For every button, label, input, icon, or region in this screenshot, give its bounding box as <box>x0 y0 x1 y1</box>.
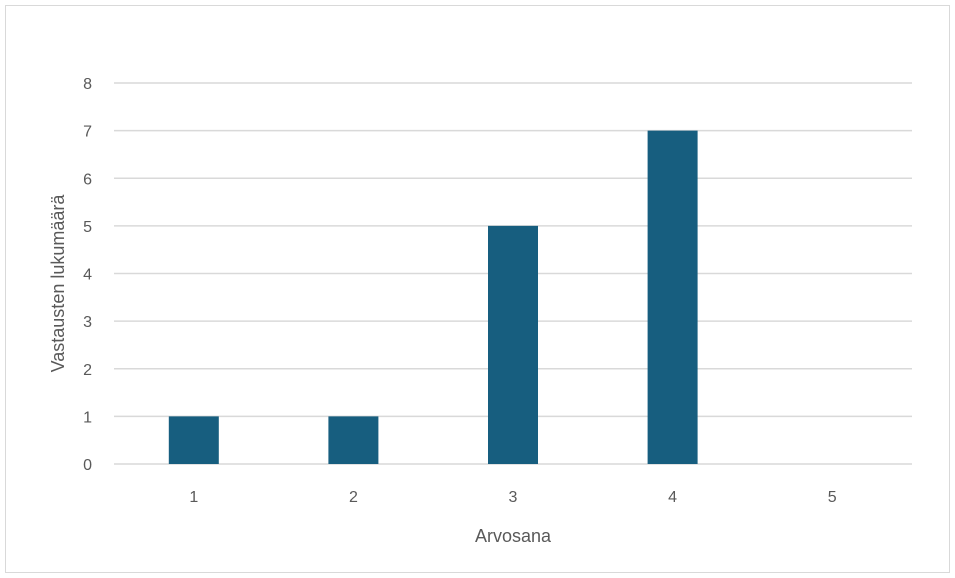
bar-2 <box>328 416 379 464</box>
y-tick-label: 5 <box>83 219 92 236</box>
y-tick-label: 7 <box>83 124 92 141</box>
y-tick-label: 2 <box>83 362 92 379</box>
x-tick-label: 4 <box>668 489 677 506</box>
chart-frame <box>5 5 950 573</box>
y-axis-tick-labels: 0 1 2 3 4 5 6 7 8 <box>83 76 92 474</box>
x-tick-label: 3 <box>509 489 518 506</box>
y-tick-label: 6 <box>83 171 92 188</box>
x-tick-label: 1 <box>189 489 198 506</box>
bars <box>168 130 698 464</box>
bar-3 <box>488 225 538 464</box>
bar-4 <box>647 130 698 464</box>
x-axis-tick-labels: 1 2 3 4 5 <box>189 489 836 506</box>
y-tick-label: 8 <box>83 76 92 93</box>
y-tick-label: 1 <box>83 409 92 426</box>
y-tick-label: 0 <box>83 457 92 474</box>
x-tick-label: 5 <box>828 489 837 506</box>
x-tick-label: 2 <box>349 489 358 506</box>
x-axis-title: Arvosana <box>475 526 552 546</box>
y-axis-title: Vastausten lukumäärä <box>48 194 68 373</box>
y-tick-label: 4 <box>83 267 92 284</box>
bar-1 <box>168 416 219 464</box>
y-tick-label: 3 <box>83 314 92 331</box>
